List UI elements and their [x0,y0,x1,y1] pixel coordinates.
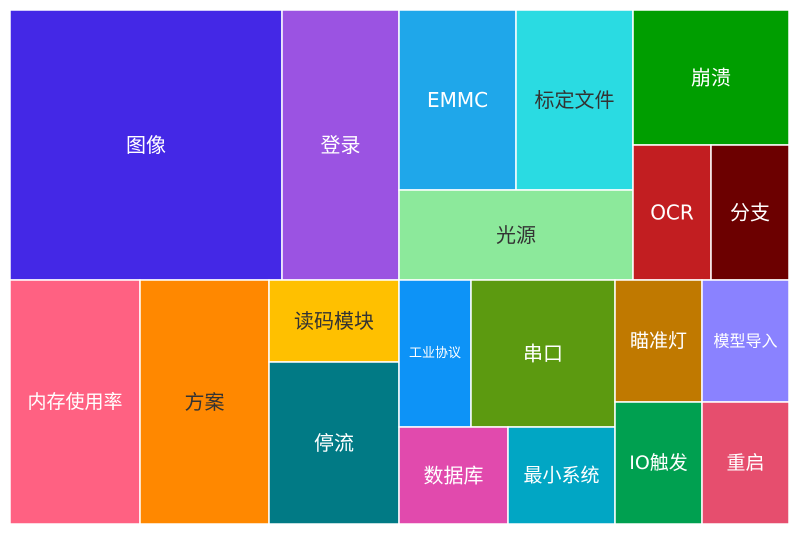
treemap-cell[interactable]: 工业协议 [398,279,472,428]
treemap-label: 停流 [314,431,354,455]
treemap-rect[interactable] [268,361,400,525]
treemap-rect[interactable] [281,9,400,281]
treemap-label: EMMC [427,88,488,112]
treemap-rect[interactable] [507,426,616,525]
treemap-cell[interactable]: EMMC [398,9,517,191]
treemap-rect[interactable] [9,9,283,281]
treemap-rect[interactable] [710,144,790,281]
treemap-label: 方案 [185,390,225,414]
treemap-cell[interactable]: 瞄准灯 [614,279,703,403]
treemap-label: 瞄准灯 [630,330,687,352]
treemap-label: 图像 [126,133,166,157]
treemap-label: 光源 [496,223,536,247]
treemap-label: 模型导入 [713,332,777,351]
treemap-label: 登录 [321,133,361,157]
treemap-cell[interactable]: 光源 [398,189,634,281]
treemap-label: 标定文件 [535,88,615,112]
treemap-label: 分支 [730,201,770,225]
treemap-cell[interactable]: 读码模块 [268,279,400,363]
treemap-cell[interactable]: 登录 [281,9,400,281]
treemap-label: 串口 [523,342,563,366]
treemap-label: OCR [650,201,694,225]
treemap-cell[interactable]: 标定文件 [515,9,634,191]
treemap-rect[interactable] [701,279,790,403]
treemap-rect[interactable] [701,401,790,525]
treemap-cell[interactable]: 最小系统 [507,426,616,525]
treemap-cell[interactable]: 内存使用率 [9,279,141,525]
treemap-cell[interactable]: 分支 [710,144,790,281]
treemap-cell[interactable]: IO触发 [614,401,703,525]
treemap-cell[interactable]: 崩溃 [632,9,790,146]
treemap-cell[interactable]: 重启 [701,401,790,525]
treemap-rect[interactable] [9,279,141,525]
treemap-rect[interactable] [398,189,634,281]
treemap-rect[interactable] [398,9,517,191]
treemap-cell[interactable]: 模型导入 [701,279,790,403]
treemap-cell[interactable]: 停流 [268,361,400,525]
treemap-label: 崩溃 [691,66,731,90]
treemap-label: 重启 [726,452,764,474]
treemap-label: 内存使用率 [27,391,122,413]
treemap-label: 最小系统 [523,465,599,487]
treemap-cell[interactable]: OCR [632,144,712,281]
treemap-cell[interactable]: 图像 [9,9,283,281]
treemap-rect[interactable] [614,401,703,525]
treemap-cell[interactable]: 串口 [470,279,616,428]
treemap-cell[interactable]: 数据库 [398,426,509,525]
treemap-label: IO触发 [629,452,688,474]
treemap-label: 读码模块 [294,309,374,333]
treemap-rect[interactable] [139,279,270,525]
treemap-label: 数据库 [424,464,484,488]
treemap-rect[interactable] [614,279,703,403]
treemap-rect[interactable] [515,9,634,191]
treemap-rect[interactable] [470,279,616,428]
treemap-rect[interactable] [632,9,790,146]
treemap-cell[interactable]: 方案 [139,279,270,525]
treemap-label: 工业协议 [409,346,461,361]
